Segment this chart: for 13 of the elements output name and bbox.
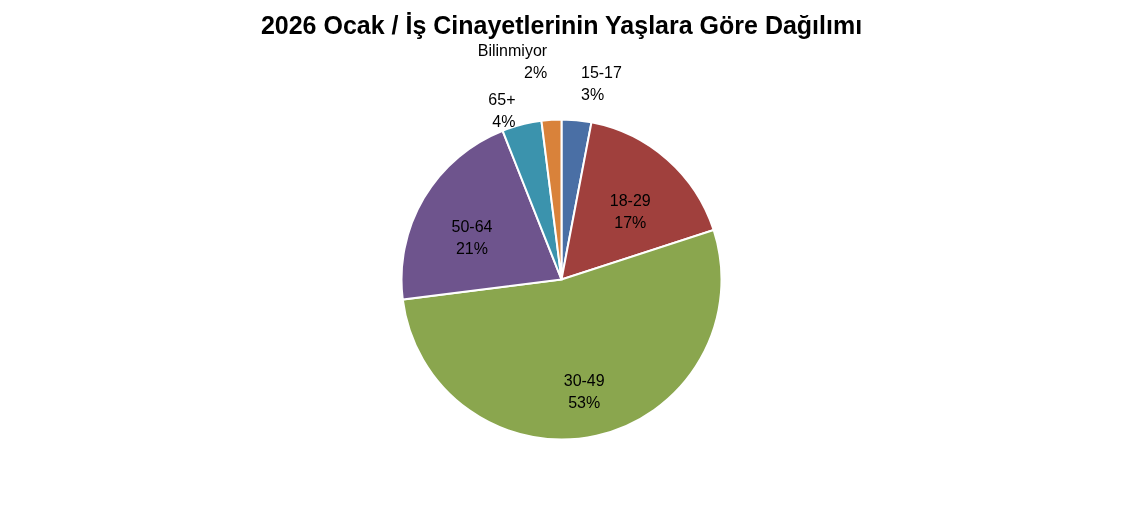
data-label: 3% (580, 86, 605, 104)
slice-label: 18-29 (609, 192, 651, 210)
slice-label: Bilinmiyor (477, 41, 548, 59)
slice-label: 65+ (488, 91, 516, 109)
data-label: 17% (614, 214, 647, 232)
slice-label: 50-64 (451, 217, 493, 235)
data-label: 4% (492, 113, 516, 131)
chart-title: 2026 Ocak / İş Cinayetlerinin Yaşlara Göre Dağılımı (260, 10, 863, 39)
data-label: 2% (524, 63, 548, 81)
slice-label: 15-17 (580, 64, 622, 82)
slice-label: 30-49 (563, 372, 605, 389)
data-label: 53% (568, 394, 601, 411)
data-label: 21% (455, 239, 488, 257)
